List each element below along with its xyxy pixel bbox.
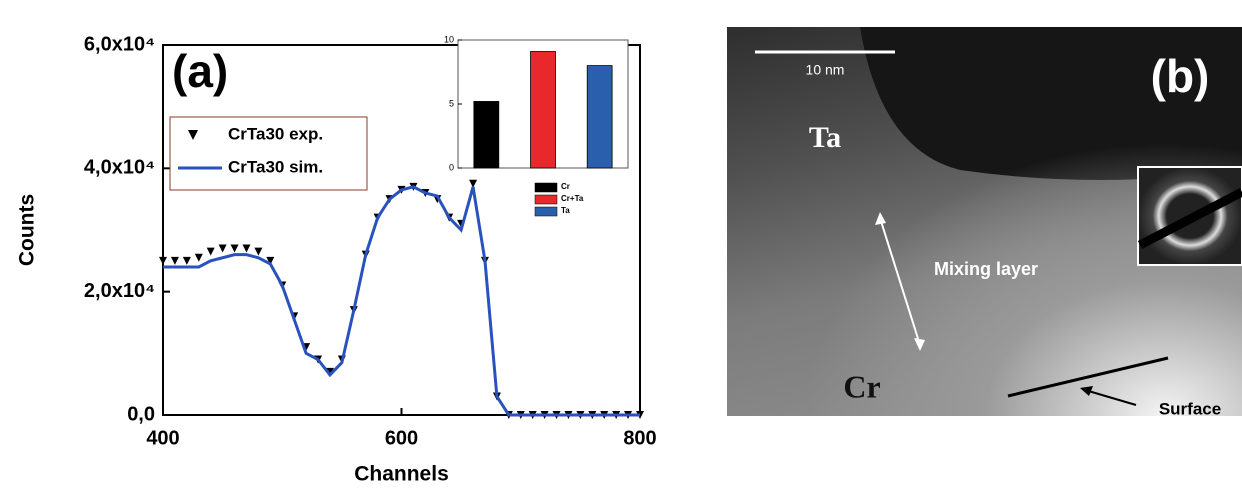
legend-label: Cr — [561, 182, 570, 191]
legend-label: Ta — [561, 206, 570, 215]
arrow — [1084, 389, 1137, 406]
arrow — [879, 217, 921, 346]
y-tick-label: 2,0x10⁴ — [84, 280, 155, 302]
inset-y-tick-label: 0 — [449, 162, 454, 172]
legend-label: Cr+Ta — [561, 194, 584, 203]
data-point — [230, 244, 239, 253]
legend-marker — [188, 130, 198, 140]
y-tick-label: 4,0x10⁴ — [84, 157, 155, 179]
image-label: Ta — [809, 121, 841, 154]
y-tick-label: 6,0x10⁴ — [84, 33, 155, 55]
data-point — [469, 179, 478, 188]
data-point — [325, 367, 334, 376]
data-point — [218, 244, 227, 253]
legend-swatch — [534, 206, 558, 217]
image-label: Surface — [1159, 399, 1221, 418]
data-point — [206, 247, 215, 256]
bar — [586, 65, 613, 169]
panel-label: (a) — [172, 45, 228, 97]
x-tick-label: 600 — [385, 427, 418, 449]
y-axis-label: Counts — [16, 194, 39, 266]
arrow-head — [1080, 386, 1093, 396]
data-point — [254, 247, 263, 256]
x-axis-label: Channels — [354, 463, 449, 486]
bar — [530, 51, 556, 169]
legend-box — [169, 116, 368, 191]
bar — [473, 101, 500, 169]
data-point — [194, 253, 203, 262]
data-point — [182, 256, 191, 265]
tem-image: 10 nm (b) Ta Mixing layer Cr Surface — [727, 27, 1242, 418]
data-point — [242, 244, 251, 253]
beam-stop — [1137, 188, 1242, 249]
data-line — [163, 185, 640, 417]
scale-bar-label: 10 nm — [806, 62, 845, 78]
legend-label: CrTa30 sim. — [228, 157, 323, 176]
image-label: Mixing layer — [934, 259, 1038, 279]
legend-swatch — [534, 182, 558, 193]
x-tick-label: 400 — [146, 427, 179, 449]
image-label: Cr — [843, 368, 880, 404]
data-point — [266, 256, 275, 265]
surface-line — [1007, 356, 1169, 398]
inset-y-tick-label: 5 — [449, 98, 454, 108]
legend-swatch — [534, 194, 558, 205]
inset-y-tick-label: 10 — [444, 34, 454, 44]
legend-label: CrTa30 exp. — [228, 124, 323, 143]
data-point — [159, 256, 167, 265]
y-tick-label: 0,0 — [127, 403, 155, 425]
panel-label: (b) — [1151, 50, 1210, 102]
x-tick-label: 800 — [623, 427, 656, 449]
data-point — [170, 256, 179, 265]
